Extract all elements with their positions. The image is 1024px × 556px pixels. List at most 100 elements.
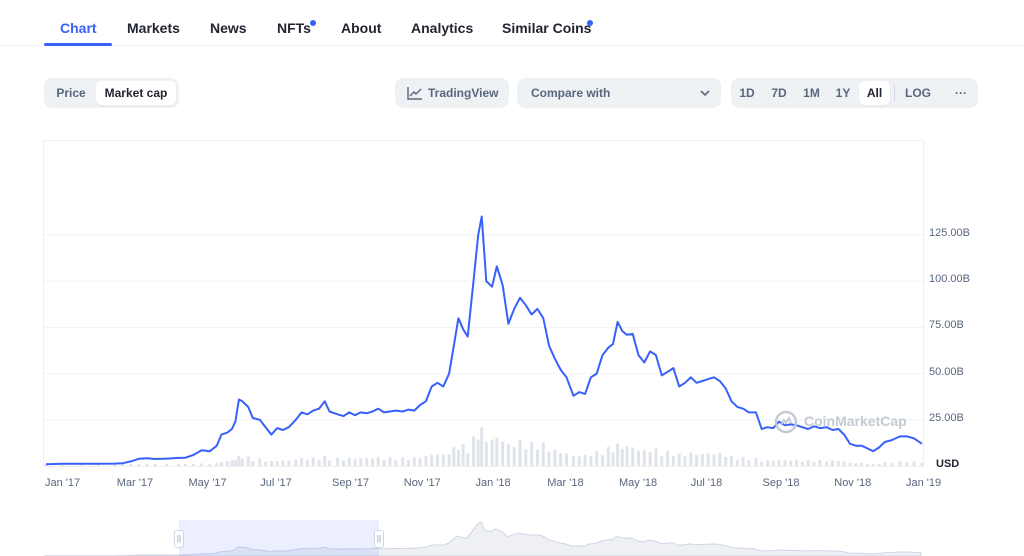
- x-tick-label: Jan '17: [45, 477, 81, 489]
- tab-markets[interactable]: Markets: [127, 20, 180, 36]
- x-tick-label: Nov '18: [834, 477, 872, 489]
- range-1d-button[interactable]: 1D: [739, 86, 755, 100]
- volume-bar: [506, 444, 510, 466]
- volume-bar: [121, 464, 125, 466]
- volume-bar: [818, 459, 822, 466]
- volume-bar: [44, 464, 48, 466]
- volume-bar: [512, 447, 516, 466]
- volume-bar: [760, 461, 764, 466]
- volume-bar: [583, 454, 587, 466]
- volume-bar: [294, 459, 298, 466]
- metric-toggle: Price Market cap: [44, 78, 179, 108]
- volume-bar: [825, 461, 829, 466]
- tradingview-button[interactable]: TradingView: [395, 78, 509, 108]
- volume-bar: [327, 460, 331, 466]
- volume-bar: [447, 454, 451, 466]
- range-7d-button[interactable]: 7D: [771, 86, 787, 100]
- volume-bar: [336, 457, 340, 466]
- volume-bar: [577, 456, 581, 466]
- y-tick-label: 100.00B: [929, 273, 970, 286]
- x-tick-label: Jan '18: [475, 477, 511, 489]
- x-tick-label: Jul '17: [260, 477, 292, 489]
- tab-nfts[interactable]: NFTs: [277, 20, 311, 36]
- range-all-button[interactable]: All: [859, 81, 890, 105]
- volume-bar: [606, 447, 610, 466]
- volume-bar: [192, 464, 196, 466]
- volume-bar: [747, 460, 751, 466]
- chart-area[interactable]: [43, 140, 925, 467]
- price-toggle-button[interactable]: Price: [56, 86, 86, 100]
- volume-bar: [812, 462, 816, 466]
- volume-bar: [424, 456, 428, 466]
- navigator-chart: [44, 521, 922, 556]
- chevron-down-icon: [700, 90, 710, 97]
- x-tick-label: May '18: [619, 477, 658, 489]
- tab-chart[interactable]: Chart: [60, 20, 97, 36]
- tradingview-label: TradingView: [428, 86, 499, 100]
- volume-bar: [480, 427, 484, 466]
- volume-bar: [854, 463, 858, 466]
- volume-bar: [642, 450, 646, 466]
- y-tick-label: 50.00B: [929, 365, 964, 378]
- volume-bar: [96, 464, 100, 466]
- range-navigator[interactable]: [43, 520, 924, 556]
- tab-analytics[interactable]: Analytics: [411, 20, 474, 36]
- log-scale-button[interactable]: LOG: [905, 86, 931, 100]
- volume-bar: [920, 462, 924, 466]
- volume-bar: [564, 453, 568, 466]
- volume-bar: [865, 463, 869, 466]
- tab-about[interactable]: About: [341, 20, 382, 36]
- volume-bar: [912, 461, 916, 466]
- volume-bar: [877, 464, 881, 466]
- navigator-right-handle[interactable]: ||: [374, 530, 384, 548]
- volume-bar: [347, 457, 351, 466]
- navigator-selection[interactable]: [179, 520, 379, 556]
- volume-bar: [518, 439, 522, 466]
- volume-bar: [484, 442, 488, 466]
- volume-bar: [490, 439, 494, 466]
- volume-bar: [341, 460, 345, 466]
- x-tick-label: Sep '17: [332, 477, 369, 489]
- x-tick-label: Sep '18: [762, 477, 800, 489]
- volume-bar: [718, 452, 722, 466]
- volume-bar: [388, 457, 392, 466]
- volume-bar: [317, 459, 321, 466]
- market-cap-toggle-button[interactable]: Market cap: [96, 81, 176, 105]
- volume-bar: [359, 458, 363, 466]
- volume-bar: [287, 460, 291, 466]
- volume-bar: [595, 451, 599, 466]
- volume-bar: [800, 461, 804, 466]
- volume-bar: [898, 461, 902, 466]
- volume-bar: [311, 457, 315, 466]
- volume-bar: [553, 449, 557, 466]
- tab-similar-coins[interactable]: Similar Coins: [502, 20, 592, 36]
- volume-bar: [890, 463, 894, 466]
- volume-bar: [712, 454, 716, 466]
- volume-bar: [831, 460, 835, 466]
- volume-bar: [230, 460, 234, 466]
- compare-with-label: Compare with: [531, 86, 611, 100]
- volume-bar: [472, 436, 476, 466]
- more-options-button[interactable]: ···: [955, 86, 967, 100]
- compare-with-dropdown[interactable]: Compare with: [517, 78, 721, 108]
- volume-bar: [323, 455, 327, 466]
- range-divider: [894, 85, 895, 101]
- volume-bar: [501, 441, 505, 466]
- volume-bar: [842, 461, 846, 466]
- volume-bar: [183, 464, 187, 466]
- volume-bar: [300, 457, 304, 466]
- volume-bar: [660, 456, 664, 466]
- volume-bar: [208, 464, 212, 466]
- volume-bar: [441, 454, 445, 466]
- volume-bar: [648, 451, 652, 466]
- volume-bar: [165, 464, 169, 466]
- navigator-left-handle[interactable]: ||: [174, 530, 184, 548]
- volume-bar: [240, 458, 244, 466]
- volume-bar: [436, 454, 440, 466]
- tab-news[interactable]: News: [210, 20, 247, 36]
- range-1m-button[interactable]: 1M: [803, 86, 820, 100]
- volume-bar: [237, 455, 241, 466]
- volume-bar: [741, 456, 745, 466]
- range-1y-button[interactable]: 1Y: [835, 86, 851, 100]
- navigator-area: [44, 521, 922, 556]
